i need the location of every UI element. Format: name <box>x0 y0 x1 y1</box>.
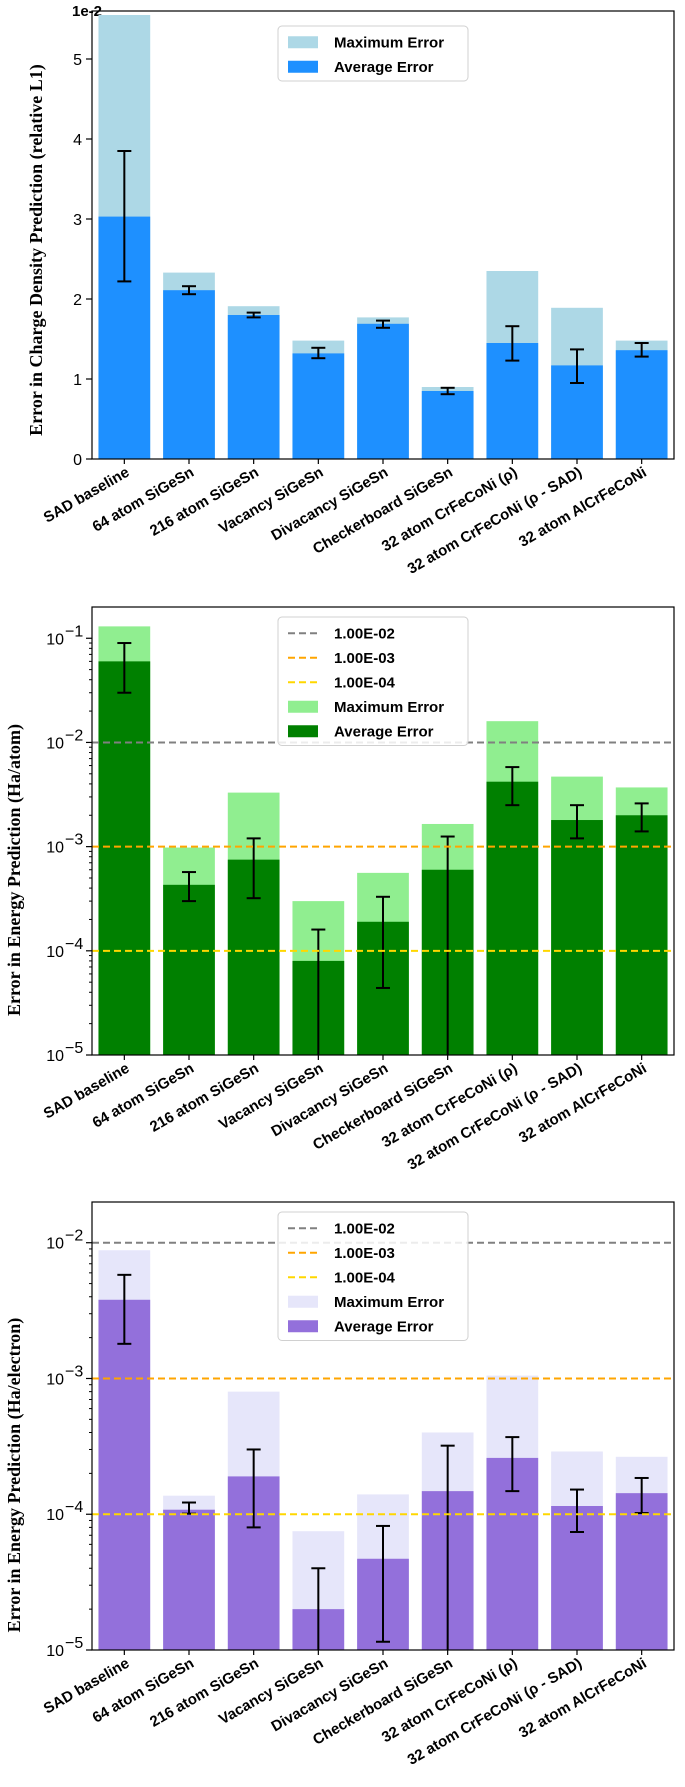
legend-label: Average Error <box>334 723 434 740</box>
legend-label: Average Error <box>334 59 434 76</box>
y-tick-label: 3 <box>73 212 82 229</box>
bar-average-error <box>551 820 603 1055</box>
legend-label: 1.00E-03 <box>334 1245 395 1262</box>
y-tick-label: 10 <box>46 1048 64 1065</box>
y-tick-exponent: −5 <box>65 1635 83 1652</box>
y-tick-label: 10 <box>46 840 64 857</box>
y-tick-label: 10 <box>46 1236 64 1253</box>
legend-patch-swatch <box>288 1320 318 1333</box>
legend-label: Average Error <box>334 1318 434 1335</box>
legend: Maximum Error Average Error <box>277 25 469 82</box>
y-tick-label: 10 <box>46 1507 64 1524</box>
legend-label: 1.00E-02 <box>334 1220 395 1237</box>
y-tick-exponent: −4 <box>65 1499 83 1516</box>
bar-average-error <box>163 1509 215 1650</box>
bar-average-error <box>292 353 345 459</box>
legend-patch-swatch <box>288 725 318 738</box>
bar-average-error <box>615 350 668 459</box>
y-tick-label: 10 <box>46 1371 64 1388</box>
charge-density-error-chart: Error in Charge Density Prediction (rela… <box>26 3 675 578</box>
energy-per-atom-error-chart: Error in Energy Prediction (Ha/atom) 10−… <box>4 606 675 1174</box>
bar-average-error <box>486 781 539 1055</box>
y-tick-label: 10 <box>46 944 64 961</box>
legend-box <box>277 25 469 82</box>
y-tick-label: 0 <box>73 452 82 469</box>
bar-average-error <box>421 391 474 459</box>
y-tick-exponent: −2 <box>65 727 83 744</box>
y-tick-exponent: −1 <box>65 623 83 640</box>
legend: 1.00E-02 1.00E-03 1.00E-04 Maximum Error Ave… <box>277 616 469 746</box>
y-tick-exponent: −4 <box>65 936 83 953</box>
legend-patch-swatch <box>288 60 318 73</box>
bar-average-error <box>357 323 409 459</box>
legend-label: 1.00E-02 <box>334 625 395 642</box>
y-tick-exponent: −2 <box>65 1228 83 1245</box>
y-axis-title: Error in Charge Density Prediction (rela… <box>26 64 47 436</box>
y-tick-label: 10 <box>46 735 64 752</box>
x-category-label: 216 atom SiGeSn <box>147 1060 262 1136</box>
bar-average-error <box>98 1299 151 1650</box>
y-tick-exponent: −3 <box>65 832 83 849</box>
legend-box <box>277 1211 469 1341</box>
legend-label: Maximum Error <box>334 1294 444 1311</box>
y-tick-label: 2 <box>73 292 82 309</box>
y-axis-title: Error in Energy Prediction (Ha/electron) <box>4 1318 25 1633</box>
y-tick-exponent: −3 <box>65 1363 83 1380</box>
y-tick-label: 1 <box>73 372 82 389</box>
y-tick-label: 10 <box>46 631 64 648</box>
y-tick-label: 10 <box>46 1643 64 1660</box>
energy-per-electron-error-chart: Error in Energy Prediction (Ha/electron)… <box>4 1201 675 1769</box>
legend-label: Maximum Error <box>334 699 444 716</box>
legend: 1.00E-02 1.00E-03 1.00E-04 Maximum Error Ave… <box>277 1211 469 1341</box>
legend-label: 1.00E-03 <box>334 650 395 667</box>
bar-average-error <box>163 884 215 1055</box>
bar-average-error <box>615 815 668 1055</box>
x-category-label: 216 atom SiGeSn <box>147 464 262 540</box>
legend-patch-swatch <box>288 36 318 49</box>
y-axis-offset-text: 1e-2 <box>72 3 102 20</box>
y-tick-label: 4 <box>73 132 82 149</box>
legend-label: 1.00E-04 <box>334 674 396 691</box>
legend-patch-swatch <box>288 1295 318 1308</box>
legend-label: Maximum Error <box>334 34 444 51</box>
y-tick-exponent: −5 <box>65 1040 83 1057</box>
bar-average-error <box>98 661 151 1055</box>
y-tick-label: 5 <box>73 52 82 69</box>
bar-average-error <box>163 290 215 459</box>
legend-patch-swatch <box>288 700 318 713</box>
bar-average-error <box>486 343 539 459</box>
y-axis-title: Error in Energy Prediction (Ha/atom) <box>4 724 25 1016</box>
bar-average-error <box>227 315 280 459</box>
legend-label: 1.00E-04 <box>334 1269 396 1286</box>
bar-average-error <box>615 1493 668 1650</box>
x-category-label: 216 atom SiGeSn <box>147 1655 262 1731</box>
legend-box <box>277 616 469 746</box>
